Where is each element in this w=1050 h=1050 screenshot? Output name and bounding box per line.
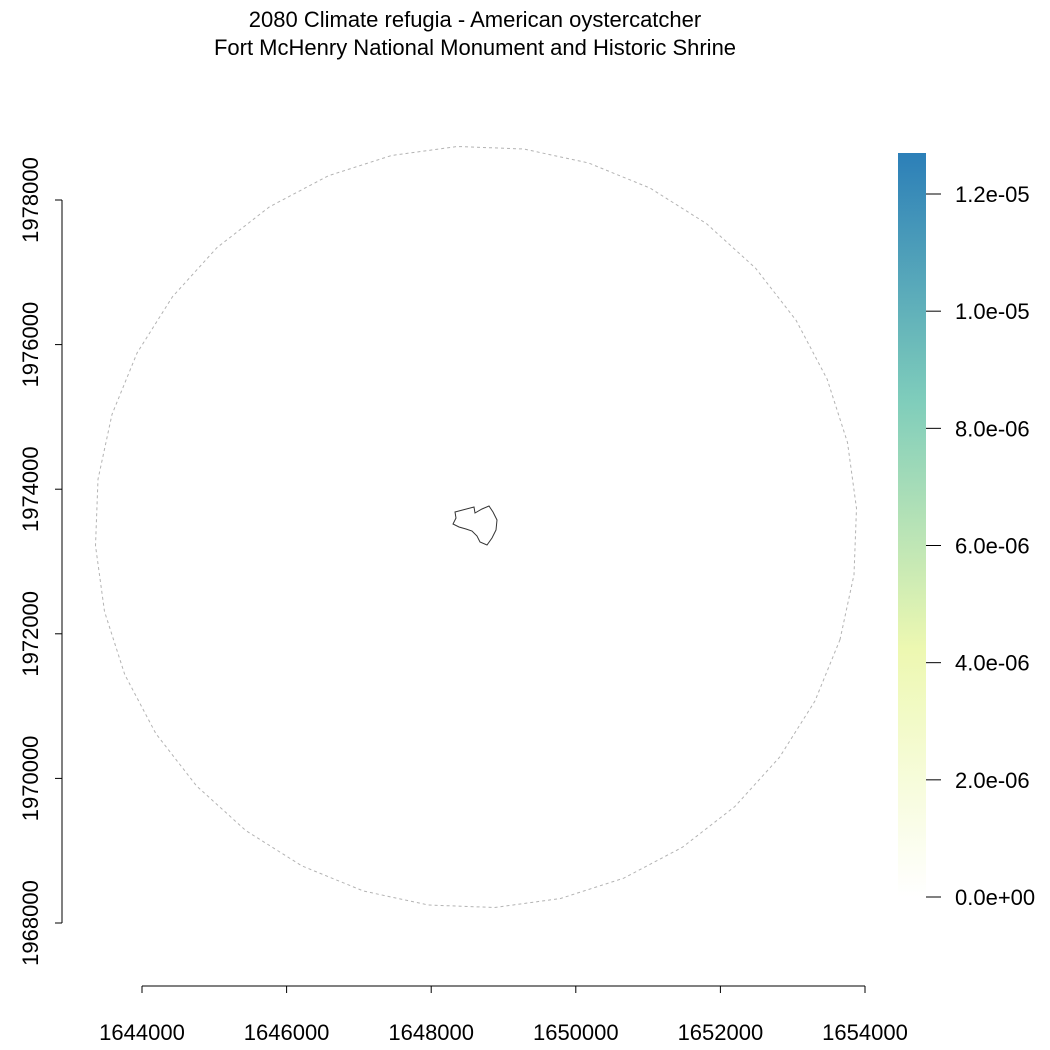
- x-tick-label: 1652000: [678, 1020, 764, 1045]
- buffer-circle: [94, 145, 858, 909]
- title-line-2: Fort McHenry National Monument and Histo…: [213, 35, 737, 60]
- legend-tick-label: 2.0e-06: [955, 768, 1030, 793]
- y-tick-label: 1978000: [18, 157, 43, 243]
- x-axis: 1644000 1646000 1648000 1650000 1652000 16540…: [99, 985, 908, 1045]
- y-tick-label: 1974000: [18, 446, 43, 532]
- legend-color-bar: [898, 153, 926, 897]
- x-tick-label: 1654000: [822, 1020, 908, 1045]
- y-tick-label: 1972000: [18, 591, 43, 677]
- legend-tick-label: 4.0e-06: [955, 651, 1030, 676]
- title-line-1: 2080 Climate refugia - American oysterca…: [248, 7, 702, 32]
- y-tick-label: 1976000: [18, 302, 43, 388]
- y-tick-label: 1968000: [18, 880, 43, 966]
- x-tick-label: 1644000: [99, 1020, 185, 1045]
- legend-tick-label: 1.0e-05: [955, 299, 1030, 324]
- legend-tick-label: 1.2e-05: [955, 182, 1030, 207]
- page-title: 2080 Climate refugia - American oysterca…: [0, 6, 950, 62]
- legend-tick-label: 6.0e-06: [955, 534, 1030, 559]
- legend-tick-label: 8.0e-06: [955, 416, 1030, 441]
- x-tick-label: 1646000: [244, 1020, 330, 1045]
- legend-tick-label: 0.0e+00: [955, 885, 1035, 910]
- legend-colorbar: 0.0e+00 2.0e-06 4.0e-06 6.0e-06 8.0e-06 1.0e-…: [898, 153, 1035, 910]
- y-axis: 1968000 1970000 1972000 1974000 1976000 19780…: [18, 157, 63, 966]
- y-tick-label: 1970000: [18, 736, 43, 822]
- x-tick-label: 1648000: [388, 1020, 474, 1045]
- x-tick-label: 1650000: [533, 1020, 619, 1045]
- park-boundary: [452, 505, 498, 546]
